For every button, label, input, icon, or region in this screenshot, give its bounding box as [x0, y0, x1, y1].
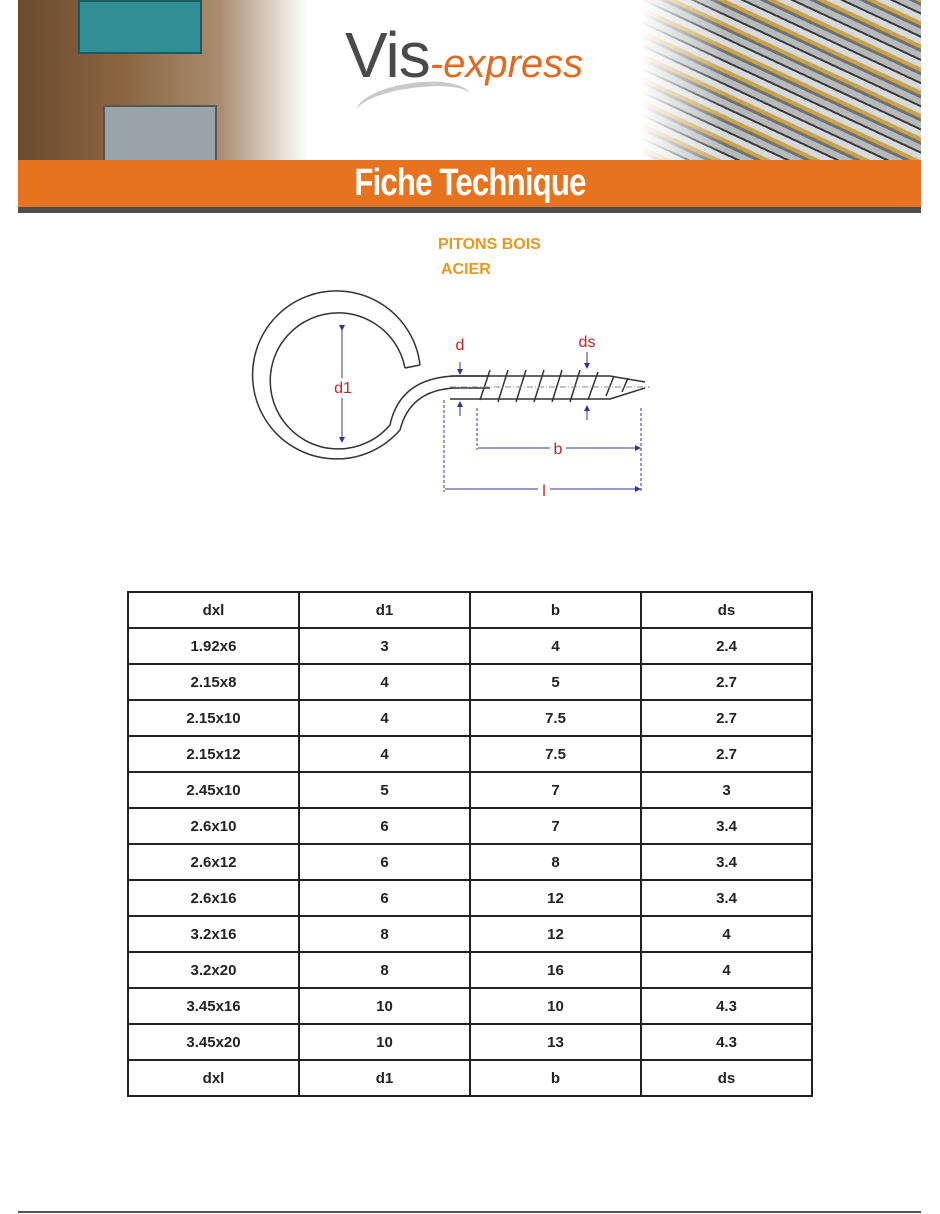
table-footer-row: dxl d1 b ds [127, 1059, 813, 1097]
table-row: 3.45x20 10 13 4.3 [127, 1023, 813, 1061]
table-cell: 6 [298, 807, 471, 845]
workshop-photo [18, 0, 308, 160]
table-cell: b [469, 591, 642, 629]
product-material: ACIER [441, 261, 491, 278]
table-cell: 3.45x16 [127, 987, 300, 1025]
table-cell: 4 [640, 951, 813, 989]
table-cell: 10 [298, 987, 471, 1025]
table-cell: dxl [127, 591, 300, 629]
table-cell: 1.92x6 [127, 627, 300, 665]
table-cell: 4 [298, 735, 471, 773]
table-row: 2.45x10 5 7 3 [127, 771, 813, 809]
table-cell: 13 [469, 1023, 642, 1061]
table-cell: 12 [469, 915, 642, 953]
table-cell: 6 [298, 879, 471, 917]
table-cell: 2.6x12 [127, 843, 300, 881]
table-cell: 2.7 [640, 735, 813, 773]
table-cell: 10 [298, 1023, 471, 1061]
table-cell: 7.5 [469, 699, 642, 737]
table-cell: 2.4 [640, 627, 813, 665]
table-row: 2.15x10 4 7.5 2.7 [127, 699, 813, 737]
table-cell: 8 [469, 843, 642, 881]
table-cell: 4 [298, 663, 471, 701]
table-cell: 8 [298, 951, 471, 989]
table-cell: ds [640, 1059, 813, 1097]
table-cell: 2.6x16 [127, 879, 300, 917]
table-row: 2.15x8 4 5 2.7 [127, 663, 813, 701]
spec-table: dxl d1 b ds 1.92x6 3 4 2.4 2.15x8 4 5 2.7 2.15x10 4 7.… [127, 591, 813, 1097]
vis-express-logo: Vis-express [345, 19, 584, 91]
table-cell: 10 [469, 987, 642, 1025]
label-d1: d1 [334, 380, 352, 397]
banner-title: Fiche Technique [354, 162, 586, 204]
title-bar-underline [18, 207, 921, 213]
table-cell: 2.15x12 [127, 735, 300, 773]
table-cell: 3 [640, 771, 813, 809]
table-cell: 4 [469, 627, 642, 665]
table-row: 1.92x6 3 4 2.4 [127, 627, 813, 665]
table-cell: 4 [298, 699, 471, 737]
table-row: 3.2x16 8 12 4 [127, 915, 813, 953]
table-cell: 16 [469, 951, 642, 989]
table-header-row: dxl d1 b ds [127, 591, 813, 629]
table-cell: 8 [298, 915, 471, 953]
table-cell: 3.4 [640, 879, 813, 917]
table-cell: 2.7 [640, 699, 813, 737]
header-banner [18, 0, 921, 160]
table-cell: b [469, 1059, 642, 1097]
table-cell: 7 [469, 807, 642, 845]
table-cell: dxl [127, 1059, 300, 1097]
label-ds: ds [579, 334, 596, 351]
table-row: 2.6x12 6 8 3.4 [127, 843, 813, 881]
table-cell: d1 [298, 591, 471, 629]
table-cell: 2.45x10 [127, 771, 300, 809]
table-row: 2.15x12 4 7.5 2.7 [127, 735, 813, 773]
product-name: PITONS BOIS [438, 236, 541, 253]
table-cell: 7 [469, 771, 642, 809]
table-cell: 3 [298, 627, 471, 665]
table-cell: d1 [298, 1059, 471, 1097]
label-l: l [542, 483, 546, 500]
table-cell: 3.4 [640, 807, 813, 845]
footer-divider [18, 1211, 921, 1213]
table-cell: 2.15x10 [127, 699, 300, 737]
screws-photo [641, 0, 921, 160]
table-cell: 12 [469, 879, 642, 917]
table-row: 3.2x20 8 16 4 [127, 951, 813, 989]
table-cell: 7.5 [469, 735, 642, 773]
table-cell: 6 [298, 843, 471, 881]
table-cell: 3.2x20 [127, 951, 300, 989]
table-cell: 2.6x10 [127, 807, 300, 845]
table-cell: 4 [640, 915, 813, 953]
table-cell: 3.45x20 [127, 1023, 300, 1061]
table-cell: 3.2x16 [127, 915, 300, 953]
label-b: b [554, 441, 563, 458]
table-cell: 4.3 [640, 1023, 813, 1061]
title-bar [18, 160, 921, 207]
eye-screw-diagram: d1 d ds b l [251, 290, 650, 500]
table-cell: ds [640, 591, 813, 629]
label-d: d [456, 337, 465, 354]
table-cell: 3.4 [640, 843, 813, 881]
thread [479, 369, 629, 403]
table-cell: 2.15x8 [127, 663, 300, 701]
table-cell: 4.3 [640, 987, 813, 1025]
table-cell: 5 [469, 663, 642, 701]
table-cell: 2.7 [640, 663, 813, 701]
table-row: 2.6x10 6 7 3.4 [127, 807, 813, 845]
table-cell: 5 [298, 771, 471, 809]
table-row: 3.45x16 10 10 4.3 [127, 987, 813, 1025]
table-row: 2.6x16 6 12 3.4 [127, 879, 813, 917]
